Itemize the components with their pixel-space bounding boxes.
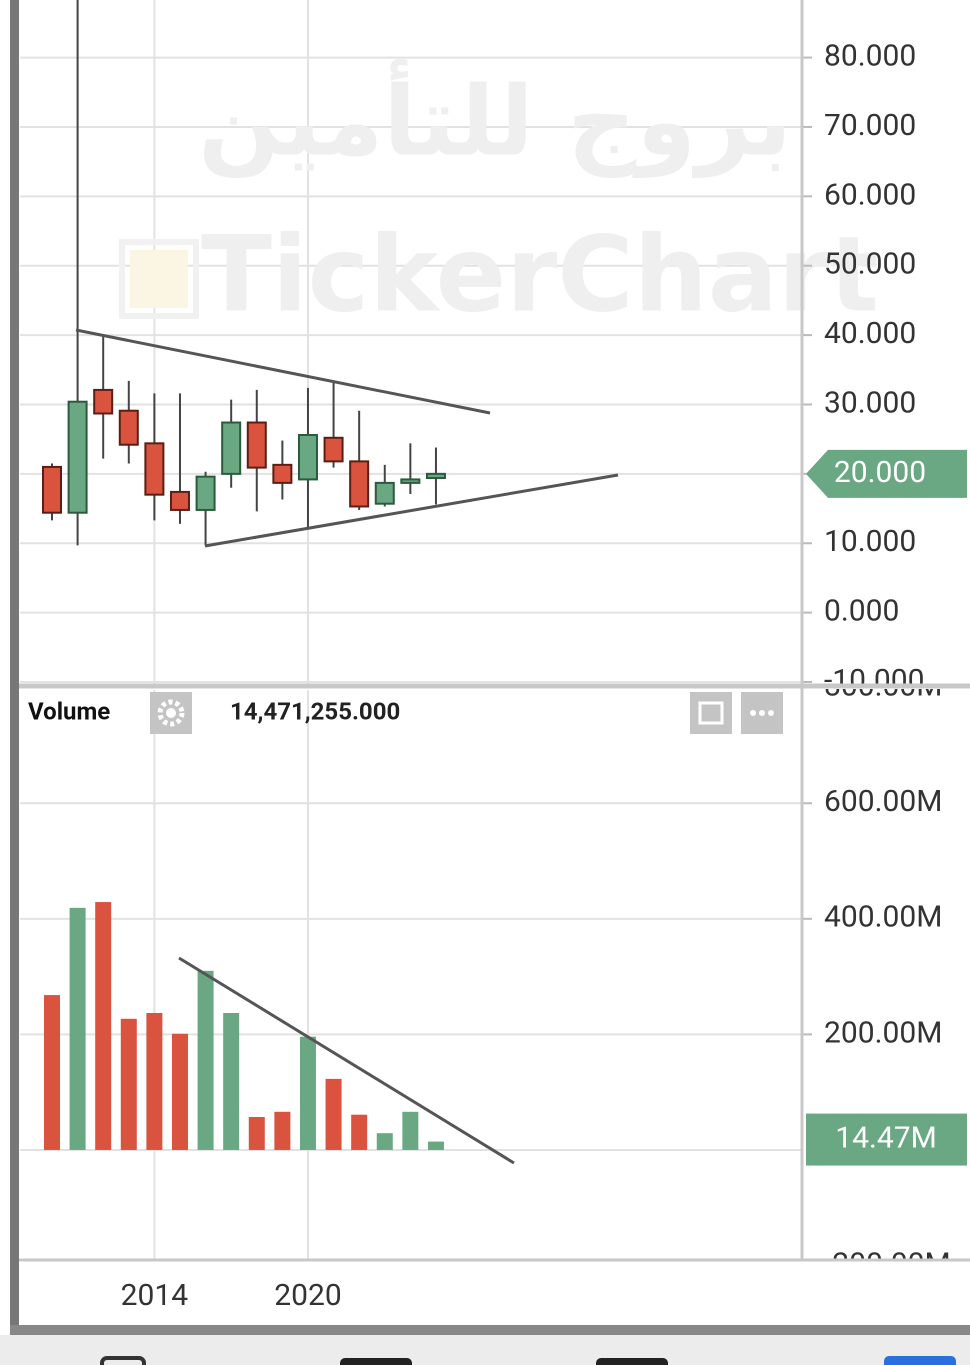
frame-left	[10, 0, 19, 1334]
y-tick-label: 50.000	[824, 247, 916, 282]
volume-bar	[274, 1111, 291, 1150]
tab-bar	[0, 1335, 970, 1365]
y-tick-label: 200.00M	[824, 1015, 942, 1050]
axis: -10.000 0.000 10.000 20.000 30.000 40.000 50.0…	[121, 39, 967, 1313]
x-tick-label: 2020	[274, 1278, 341, 1313]
volume-bar	[223, 1013, 240, 1150]
volume-bar	[376, 1133, 393, 1150]
candle-body	[144, 442, 165, 496]
volume-bar	[69, 907, 86, 1150]
y-tick-label: 60.000	[824, 177, 916, 212]
maximize-button[interactable]	[690, 692, 732, 734]
group: -10.000 0.000 10.000 20.000 30.000 40.000 50.0…	[802, 39, 925, 698]
y-tick-label: -10.000	[824, 663, 925, 698]
tab-icon[interactable]	[884, 1356, 956, 1365]
x-tick-label: 2014	[121, 1278, 189, 1313]
volume-bar	[146, 1013, 163, 1150]
volume-bar	[427, 1141, 444, 1150]
volume-title: Volume	[28, 697, 110, 725]
group	[41, 0, 446, 546]
candle-body	[169, 490, 190, 511]
trend-lines	[75, 328, 619, 1165]
watermark-brand: TickerChart	[201, 213, 879, 335]
candle-body	[400, 478, 421, 484]
volume-bar	[248, 1117, 265, 1150]
tab-icon[interactable]	[100, 1356, 146, 1365]
y-tick-label: 80.000	[824, 39, 916, 74]
watermark-name: بروج للتأمين	[198, 59, 792, 178]
candle-body	[221, 421, 242, 475]
group	[20, 802, 802, 1036]
candle-body	[349, 460, 370, 508]
grid	[20, 0, 802, 1260]
y-tick-label: -200.00M	[824, 1246, 951, 1281]
price-badge-label: 20.000	[834, 455, 926, 490]
y-tick-label: 10.000	[824, 524, 916, 559]
y-tick-label: 40.000	[824, 316, 916, 351]
candle-body	[41, 465, 62, 514]
candle-body	[272, 463, 293, 484]
y-tick-label: 0.000	[824, 594, 899, 629]
candle-body	[67, 400, 88, 514]
volume-bar	[95, 902, 112, 1150]
y-tick-label: 800.00M	[824, 669, 942, 704]
frame-bottom	[10, 1325, 970, 1335]
volume-bar	[402, 1111, 419, 1150]
y-tick-label: 600.00M	[824, 784, 942, 819]
candle-body	[93, 388, 114, 415]
volume-value: 14,471,255.000	[230, 697, 400, 725]
y-tick-label: 70.000	[824, 108, 916, 143]
volume-bar	[120, 1018, 137, 1150]
group: -200.00M 200.00M 400.00M 600.00M 800.00M	[802, 669, 951, 1281]
tab-icon[interactable]	[596, 1358, 668, 1365]
candle-body	[118, 409, 139, 446]
settings-button[interactable]	[150, 692, 192, 734]
y-tick-label: 30.000	[824, 385, 916, 420]
candle-body	[195, 475, 216, 511]
candle-body	[323, 436, 344, 463]
marks	[41, 0, 446, 1150]
volume-bar	[171, 1033, 188, 1150]
volume-bar	[43, 995, 60, 1150]
candle-body	[297, 434, 318, 481]
volume-badge	[806, 1113, 967, 1166]
price-badge	[806, 449, 967, 498]
candle-body	[374, 481, 395, 505]
tab-icon[interactable]	[340, 1358, 412, 1365]
watermark-logo	[119, 239, 199, 319]
y-tick-label: 400.00M	[824, 900, 942, 935]
volume-bar	[197, 970, 214, 1150]
volume-bar	[325, 1078, 342, 1150]
volume-bar	[299, 1036, 316, 1150]
volume-bar	[351, 1114, 368, 1150]
more-button[interactable]	[741, 692, 783, 734]
candle-body	[246, 421, 267, 469]
candle-body	[425, 472, 446, 480]
volume-badge-label: 14.47M	[835, 1121, 937, 1156]
